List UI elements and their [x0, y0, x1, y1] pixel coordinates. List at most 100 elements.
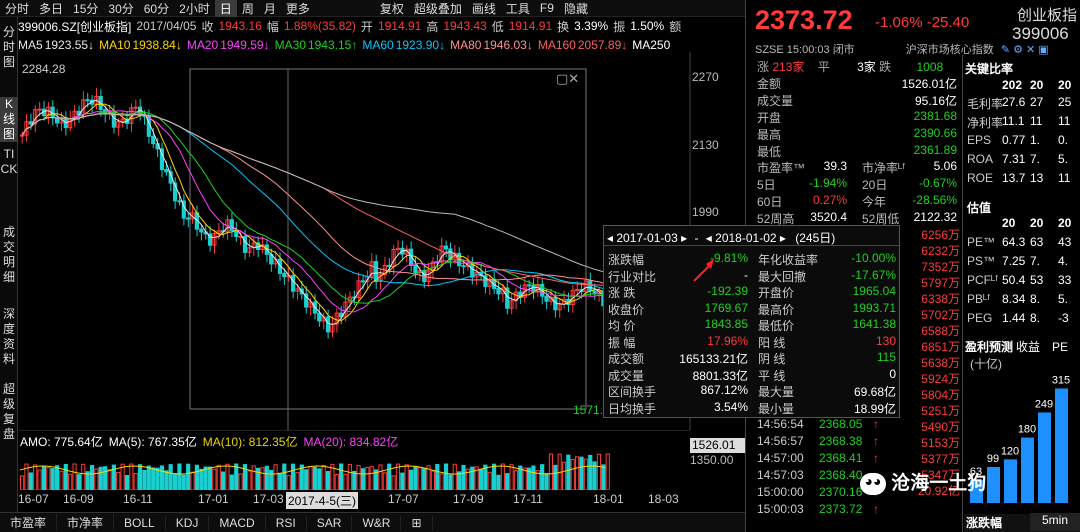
ratio-row: EPS 0.77 1. 0. — [967, 133, 1080, 149]
menu-item-8[interactable]: 月 — [263, 1, 276, 16]
popup-key2: 最高价 — [758, 302, 795, 317]
menu-item-14[interactable]: F9 — [539, 1, 554, 15]
volume-bar — [575, 456, 580, 490]
y-tick-3: 1990 — [692, 205, 719, 219]
pe-key: 市盈率™ — [757, 161, 806, 175]
volume-ma-line — [19, 465, 606, 475]
ma-value: 1949.59↓ — [220, 37, 270, 52]
indicator-tab-3[interactable]: KDJ — [166, 515, 210, 530]
volume-bar — [111, 464, 116, 490]
volume-bar — [194, 464, 199, 490]
volume-bar — [159, 465, 165, 490]
w52l-key: 52周低 — [862, 212, 900, 226]
ratio-key: PEG — [967, 311, 993, 325]
popup-value2: 69.68亿 — [853, 385, 896, 399]
ratio-value: 8. — [1030, 311, 1041, 325]
popup-row: 涨跌幅 -9.81% 年化收益率 -10.00% — [608, 251, 898, 267]
left-tab-3[interactable]: 成交明细 — [2, 225, 15, 284]
info-close-key: 收 — [201, 19, 214, 34]
ratio-row: PE™ 64.3 63 43 — [967, 235, 1080, 251]
popup-to-select[interactable]: ◂ 2018-01-02 ▸ — [705, 231, 786, 245]
volume-bar — [548, 453, 553, 490]
menu-item-11[interactable]: 超级叠加 — [413, 1, 462, 16]
indicator-tab-4[interactable]: MACD — [209, 515, 266, 530]
volume-bar — [535, 470, 540, 490]
menu-item-13[interactable]: 工具 — [505, 1, 530, 16]
tick-row: 14:57:03 2368.40 — [757, 468, 897, 484]
close-icon[interactable]: ✕ — [568, 71, 580, 86]
popup-value2: 115 — [876, 350, 896, 364]
volume-bar — [133, 472, 138, 490]
popup-from-select[interactable]: ◂ 2017-01-03 ▸ — [607, 231, 688, 245]
volume-cell: 5638万 — [921, 356, 960, 370]
quote-key: 开盘 — [757, 111, 782, 125]
menu-item-2[interactable]: 15分 — [73, 1, 99, 16]
ratio-value: 0. — [1058, 133, 1069, 147]
menu-item-15[interactable]: 隐藏 — [563, 1, 588, 16]
w52h-value: 3520.4 — [810, 210, 847, 224]
indicator-tab-0[interactable]: 市盈率 — [0, 514, 58, 531]
volume-bar — [605, 453, 610, 490]
candle-body — [199, 228, 204, 233]
menu-item-3[interactable]: 30分 — [108, 1, 134, 16]
candle-body — [369, 261, 374, 277]
popup-value: 1769.67 — [704, 300, 748, 315]
ma-value: 2057.89↓ — [577, 37, 628, 52]
ratio-row: PS™ 7.25 7. 4. — [967, 254, 1080, 270]
selection-box[interactable] — [189, 68, 587, 410]
down-count: 1008 — [916, 60, 944, 74]
d5-key: 5日 — [757, 178, 776, 192]
left-tab-0[interactable]: 分时图 — [2, 25, 15, 69]
up-count: 213家 — [772, 60, 805, 74]
ma-item-6: MA160 2057.89↓ — [538, 38, 627, 52]
menu-item-4[interactable]: 60分 — [143, 1, 170, 16]
left-tab-4[interactable]: 深度资料 — [2, 307, 15, 366]
indicator-tab-2[interactable]: BOLL — [114, 515, 166, 530]
volume-bar — [256, 467, 261, 490]
candle-body — [356, 280, 361, 299]
left-tab-5[interactable]: 超级复盘 — [2, 382, 15, 441]
ma-line — [21, 110, 608, 313]
ratio-key: PE™ — [967, 235, 996, 249]
left-tab-2[interactable]: TICK — [0, 147, 18, 176]
volume-chart[interactable] — [18, 430, 728, 490]
menu-item-1[interactable]: 多日 — [39, 1, 64, 16]
tick-row: 15:00:03 2373.72 ↑ — [757, 502, 897, 518]
restore-icon[interactable]: ▢ — [556, 71, 569, 86]
popup-value2: 1993.71 — [852, 300, 896, 315]
menu-item-6[interactable]: 日 — [214, 0, 237, 17]
menu-item-9[interactable]: 更多 — [285, 1, 310, 16]
info-turn: 3.39% — [574, 19, 609, 33]
menu-item-7[interactable]: 周 — [241, 1, 254, 16]
forecast-bar — [1055, 388, 1068, 503]
candle-body — [225, 219, 230, 233]
volume-cell: 6851万 — [921, 340, 960, 354]
volume-bar — [229, 474, 234, 490]
candle-body — [509, 300, 514, 309]
indicator-tab-7[interactable]: W&R — [352, 515, 402, 530]
indicator-tab-1[interactable]: 市净率 — [57, 514, 115, 531]
forecast-bar — [1004, 459, 1017, 503]
menu-item-5[interactable]: 2小时 — [179, 1, 210, 16]
ratio-value: 7. — [1030, 152, 1041, 166]
menu-item-10[interactable]: 复权 — [379, 1, 404, 16]
ratio-value: 11 — [1058, 171, 1071, 185]
menu-item-12[interactable]: 画线 — [471, 1, 496, 16]
zoom-box-controls[interactable]: ▢✕ — [556, 71, 584, 86]
left-tab-1[interactable]: K线图 — [0, 97, 18, 142]
period-select[interactable]: 5min — [1030, 513, 1080, 531]
forecast-title-text: 盈利预测 — [965, 340, 1014, 354]
tick-price: 2368.38 — [819, 434, 863, 448]
indicator-tab-8[interactable]: ⊞ — [401, 515, 433, 530]
indicator-tab-6[interactable]: SAR — [307, 515, 353, 530]
menu-item-0[interactable]: 分时 — [5, 1, 30, 16]
ytd-key: 今年 — [862, 195, 887, 209]
candle-body — [247, 247, 252, 253]
indicator-tab-5[interactable]: RSI — [266, 515, 307, 530]
popup-key: 成交额 — [608, 352, 645, 366]
volume-bar — [46, 467, 51, 490]
popup-value: 867.12% — [700, 383, 748, 397]
volume-bar — [347, 463, 352, 490]
quote-key: 最低 — [757, 145, 782, 159]
edit-icon[interactable]: ✎ ⚙ ✕ ▣ — [1000, 44, 1049, 56]
